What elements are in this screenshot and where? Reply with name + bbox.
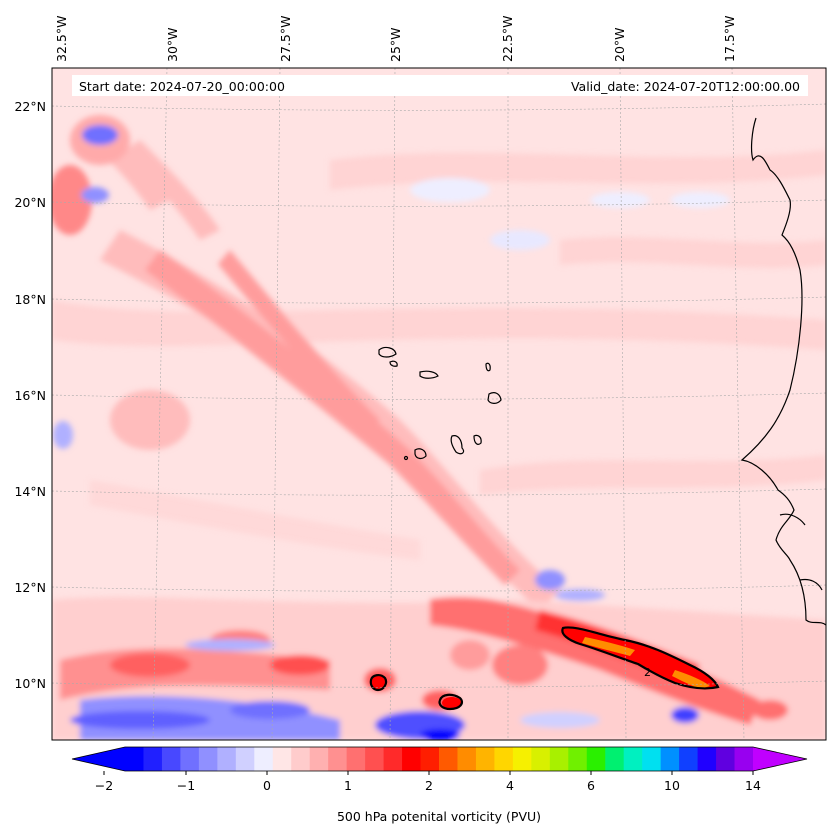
map-frame [51,67,827,741]
colorbar-tick-label: 10 [664,778,680,793]
colorbar-swatch [512,747,532,771]
colorbar-swatch [125,747,144,771]
colorbar-swatch [291,747,311,771]
colorbar-tick-label: 6 [587,778,595,793]
colorbar-outline [71,746,808,772]
colorbar-swatch [697,747,717,771]
colorbar-swatch [365,747,385,771]
colorbar-swatch [475,747,495,771]
colorbar-tick-label: 1 [344,778,352,793]
colorbar-tick-label: −2 [95,778,113,793]
colorbar-swatch [605,747,625,771]
valid-date-label: Valid_date: 2024-07-20T12:00:00.00 [571,79,800,94]
lon-label: 20°W [612,27,627,62]
lon-label: 22.5°W [500,16,515,62]
contour-label: 2 [644,666,651,679]
colorbar-tick-label: 14 [745,778,761,793]
colorbar-swatch [217,747,237,771]
colorbar-swatch [143,747,163,771]
colorbar-swatch [198,747,218,771]
coastline [740,117,826,626]
lon-label: 27.5°W [278,16,293,62]
colorbar-swatch [549,747,569,771]
map-panel: 2 [52,68,826,740]
graticule [52,68,826,740]
colorbar [71,746,808,775]
colorbar-swatch [309,747,329,771]
colorbar-tick-labels: −2 −1 0 1 2 4 6 10 14 [95,778,761,793]
colorbar-tick-label: −1 [177,778,195,793]
lon-label: 32.5°W [54,16,69,62]
colorbar-swatch [494,747,514,771]
colorbar-swatch [642,747,662,771]
colorbar-swatch [328,747,348,771]
colorbar-swatch [346,747,366,771]
cape-verde-islands [378,346,502,461]
colorbar-swatch [235,747,255,771]
colorbar-swatch [457,747,477,771]
colorbar-swatch [402,747,422,771]
colorbar-swatch [531,747,551,771]
start-date-label: Start date: 2024-07-20_00:00:00 [79,79,285,94]
lat-label: 14°N [14,484,46,499]
colorbar-title: 500 hPa potenital vorticity (PVU) [337,809,541,824]
lat-label: 12°N [14,580,46,595]
lat-label: 18°N [14,292,46,307]
lon-label: 30°W [165,27,180,62]
colorbar-under-arrow [72,747,125,771]
colorbar-swatch [383,747,403,771]
colorbar-swatch [716,747,736,771]
colorbar-swatch [254,747,274,771]
lon-label: 17.5°W [722,16,737,62]
colorbar-swatch [161,747,181,771]
colorbar-tick-label: 2 [425,778,433,793]
colorbar-swatch [420,747,440,771]
colorbar-swatch [568,747,588,771]
colorbar-tick-label: 0 [263,778,271,793]
lat-label: 16°N [14,388,46,403]
colorbar-swatch [679,747,699,771]
header-box [72,75,808,96]
colorbar-swatch [180,747,200,771]
colorbar-swatch [272,747,292,771]
lat-label: 10°N [14,676,46,691]
colorbar-swatch [439,747,458,771]
lat-label: 22°N [14,99,46,114]
colorbar-swatch [586,747,606,771]
colorbar-swatch [660,747,680,771]
latitude-labels: 22°N 20°N 18°N 16°N 14°N 12°N 10°N [14,99,46,691]
colorbar-swatch [734,747,754,771]
lon-label: 25°W [388,27,403,62]
colorbar-tick-label: 4 [506,778,514,793]
lat-label: 20°N [14,195,46,210]
colorbar-over-arrow [753,747,807,771]
colorbar-swatch [623,747,643,771]
longitude-labels: 32.5°W 30°W 27.5°W 25°W 22.5°W 20°W 17.5… [54,16,737,62]
